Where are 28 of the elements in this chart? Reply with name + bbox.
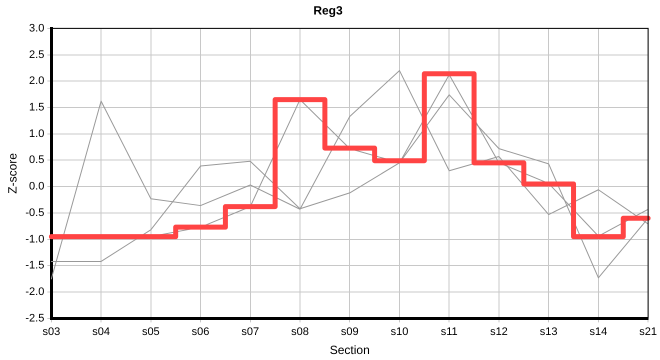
x-tick-label: s10 <box>390 326 408 338</box>
x-tick-label: s12 <box>490 326 508 338</box>
x-tick-label: s09 <box>340 326 359 338</box>
x-tick-label: s07 <box>241 326 260 338</box>
y-tick-label: 2.5 <box>29 48 44 61</box>
y-tick-label: 0.0 <box>29 180 44 193</box>
y-tick-label: -2.5 <box>25 312 44 324</box>
y-tick-label: 3.0 <box>29 22 44 34</box>
x-tick-label: s11 <box>440 326 458 338</box>
y-tick-label: 1.5 <box>29 102 44 114</box>
y-tick-label: 0.5 <box>29 154 44 166</box>
y-tick-label: -2.0 <box>25 286 44 298</box>
y-tick-label: -1.0 <box>25 233 44 246</box>
x-tick-label: s06 <box>192 326 210 338</box>
x-tick-label: s14 <box>590 326 608 338</box>
y-tick-label: -1.5 <box>25 260 44 272</box>
x-tick-label: s13 <box>540 326 558 338</box>
chart-title: Reg3 <box>313 4 343 18</box>
x-tick-label: s03 <box>42 326 60 338</box>
x-tick-label: s08 <box>291 326 309 338</box>
y-tick-label: -0.5 <box>25 206 44 219</box>
y-axis-title: Z-score <box>6 152 20 194</box>
x-tick-label: s04 <box>92 326 110 338</box>
y-tick-label: 2.0 <box>29 75 44 88</box>
x-axis-title: Section <box>330 343 370 358</box>
y-tick-label: 1.0 <box>29 128 44 140</box>
x-tick-label: s21 <box>639 326 658 338</box>
x-tick-label: s05 <box>142 326 160 338</box>
